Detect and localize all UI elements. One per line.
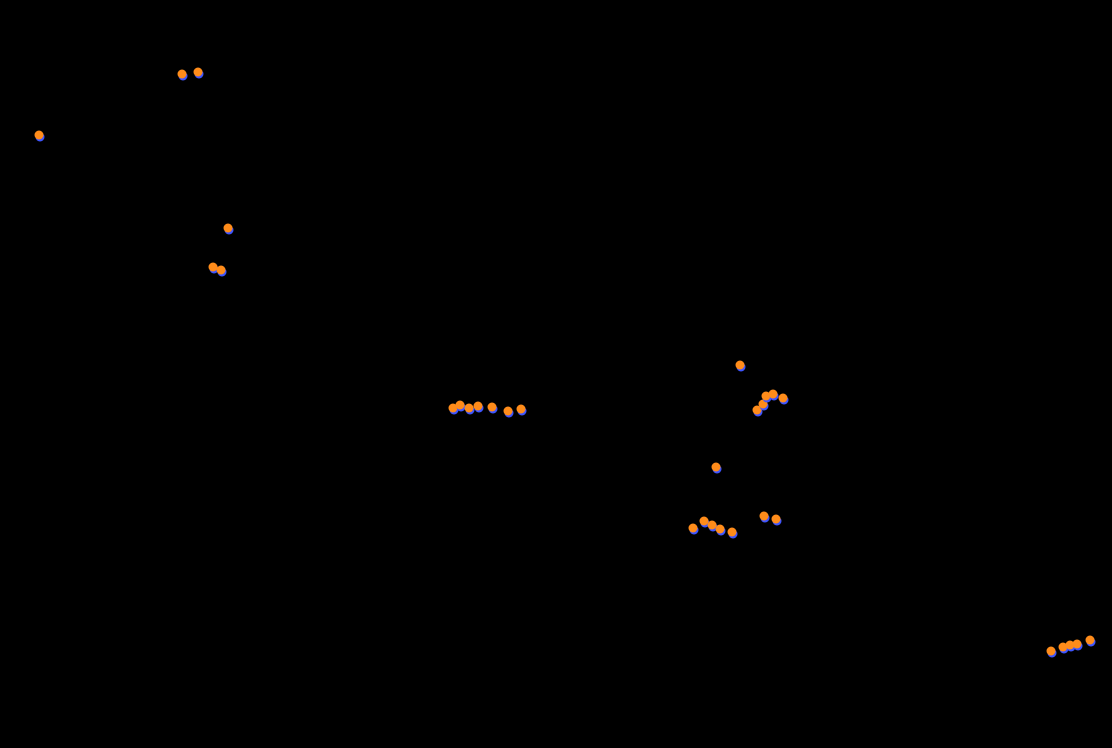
point-orange (488, 403, 497, 412)
point-orange (35, 131, 44, 140)
point-orange (772, 515, 781, 524)
point-orange (224, 224, 233, 233)
point-orange (1047, 647, 1056, 656)
point-orange (736, 361, 745, 370)
point-orange (1073, 640, 1082, 649)
point-orange (769, 390, 778, 399)
point-orange (779, 394, 788, 403)
point-orange (712, 463, 721, 472)
point-orange (716, 525, 725, 534)
point-orange (504, 407, 513, 416)
scatter-plot (0, 0, 1112, 748)
point-orange (456, 401, 465, 410)
point-orange (728, 528, 737, 537)
point-orange (217, 266, 226, 275)
point-orange (474, 402, 483, 411)
point-orange (517, 405, 526, 414)
point-orange (178, 70, 187, 79)
point-orange (689, 524, 698, 533)
point-orange (465, 404, 474, 413)
point-orange (760, 512, 769, 521)
point-orange (1086, 636, 1095, 645)
point-orange (194, 68, 203, 77)
